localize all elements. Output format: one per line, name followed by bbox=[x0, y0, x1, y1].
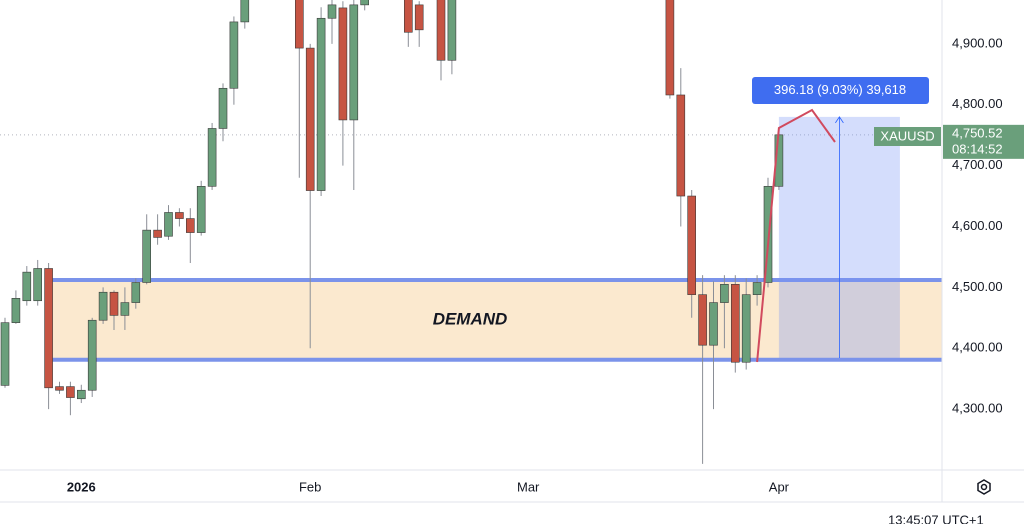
candle-body bbox=[720, 284, 729, 303]
candle-body bbox=[338, 7, 348, 121]
candle-body bbox=[327, 4, 337, 19]
symbol-label: XAUUSD bbox=[880, 128, 934, 143]
candle-body bbox=[153, 229, 162, 238]
y-tick-label: 4,600.00 bbox=[952, 218, 1003, 233]
measure-label-bg bbox=[752, 77, 929, 104]
candle-body bbox=[730, 284, 740, 363]
demand-zone bbox=[52, 280, 942, 360]
symbol-tag bbox=[874, 127, 941, 146]
candle-body bbox=[0, 322, 10, 386]
candle-body bbox=[436, 0, 446, 61]
clock: 13:45:07 UTC+1 bbox=[888, 512, 984, 524]
candle-body bbox=[131, 282, 141, 303]
y-tick-label: 4,500.00 bbox=[952, 279, 1003, 294]
candle-body bbox=[698, 294, 707, 346]
candle-body bbox=[164, 212, 173, 237]
y-tick-label: 4,900.00 bbox=[952, 35, 1003, 50]
candle-body bbox=[294, 0, 304, 49]
y-tick-label: 4,300.00 bbox=[952, 401, 1003, 416]
candle-body bbox=[66, 386, 75, 398]
candle-body bbox=[120, 302, 130, 316]
candle-body bbox=[687, 195, 697, 295]
candle-body bbox=[44, 268, 53, 389]
plot-area: DEMAND bbox=[0, 0, 942, 464]
price-tag bbox=[943, 124, 1024, 159]
candle-body bbox=[305, 47, 315, 191]
candle-body bbox=[207, 128, 217, 187]
zone-label: DEMAND bbox=[433, 309, 508, 328]
x-tick-label: Mar bbox=[517, 479, 540, 494]
settings-icon[interactable] bbox=[977, 479, 991, 495]
candle-body bbox=[349, 4, 359, 121]
measure-label: 396.18 (9.03%) 39,618 bbox=[774, 82, 906, 97]
candle-body bbox=[240, 0, 250, 23]
x-tick-label: Feb bbox=[299, 479, 321, 494]
candle-body bbox=[11, 298, 21, 323]
candle-body bbox=[196, 185, 206, 233]
candle-body bbox=[55, 386, 64, 391]
candle-body bbox=[229, 21, 239, 89]
x-tick-label: Apr bbox=[769, 479, 790, 494]
candle-body bbox=[175, 212, 184, 219]
candle-body bbox=[87, 319, 97, 391]
countdown-label: 08:14:52 bbox=[952, 141, 1003, 156]
candle-body bbox=[98, 291, 108, 321]
candle-body bbox=[186, 218, 195, 233]
y-tick-label: 4,800.00 bbox=[952, 96, 1003, 111]
candle-body bbox=[316, 17, 326, 191]
candle-body bbox=[709, 302, 718, 346]
candle-body bbox=[403, 0, 413, 33]
candle-body bbox=[218, 87, 228, 129]
candle-body bbox=[752, 282, 762, 295]
x-tick-label: 2026 bbox=[67, 479, 96, 494]
candle-body bbox=[33, 268, 43, 302]
candle-body bbox=[77, 389, 86, 400]
last-price-label: 4,750.52 bbox=[952, 125, 1003, 140]
candle-body bbox=[22, 271, 32, 302]
candle-body bbox=[360, 0, 370, 6]
y-tick-label: 4,400.00 bbox=[952, 340, 1003, 355]
candle-body bbox=[109, 291, 119, 316]
projection-path bbox=[756, 108, 836, 363]
candle-body bbox=[414, 4, 424, 31]
candle-body bbox=[142, 229, 151, 283]
candle-body bbox=[676, 94, 686, 197]
candle-body bbox=[741, 294, 751, 363]
y-tick-label: 4,700.00 bbox=[952, 157, 1003, 172]
measure-arrow-head bbox=[835, 116, 844, 124]
candle-body bbox=[447, 0, 457, 61]
candle-body bbox=[665, 0, 675, 96]
